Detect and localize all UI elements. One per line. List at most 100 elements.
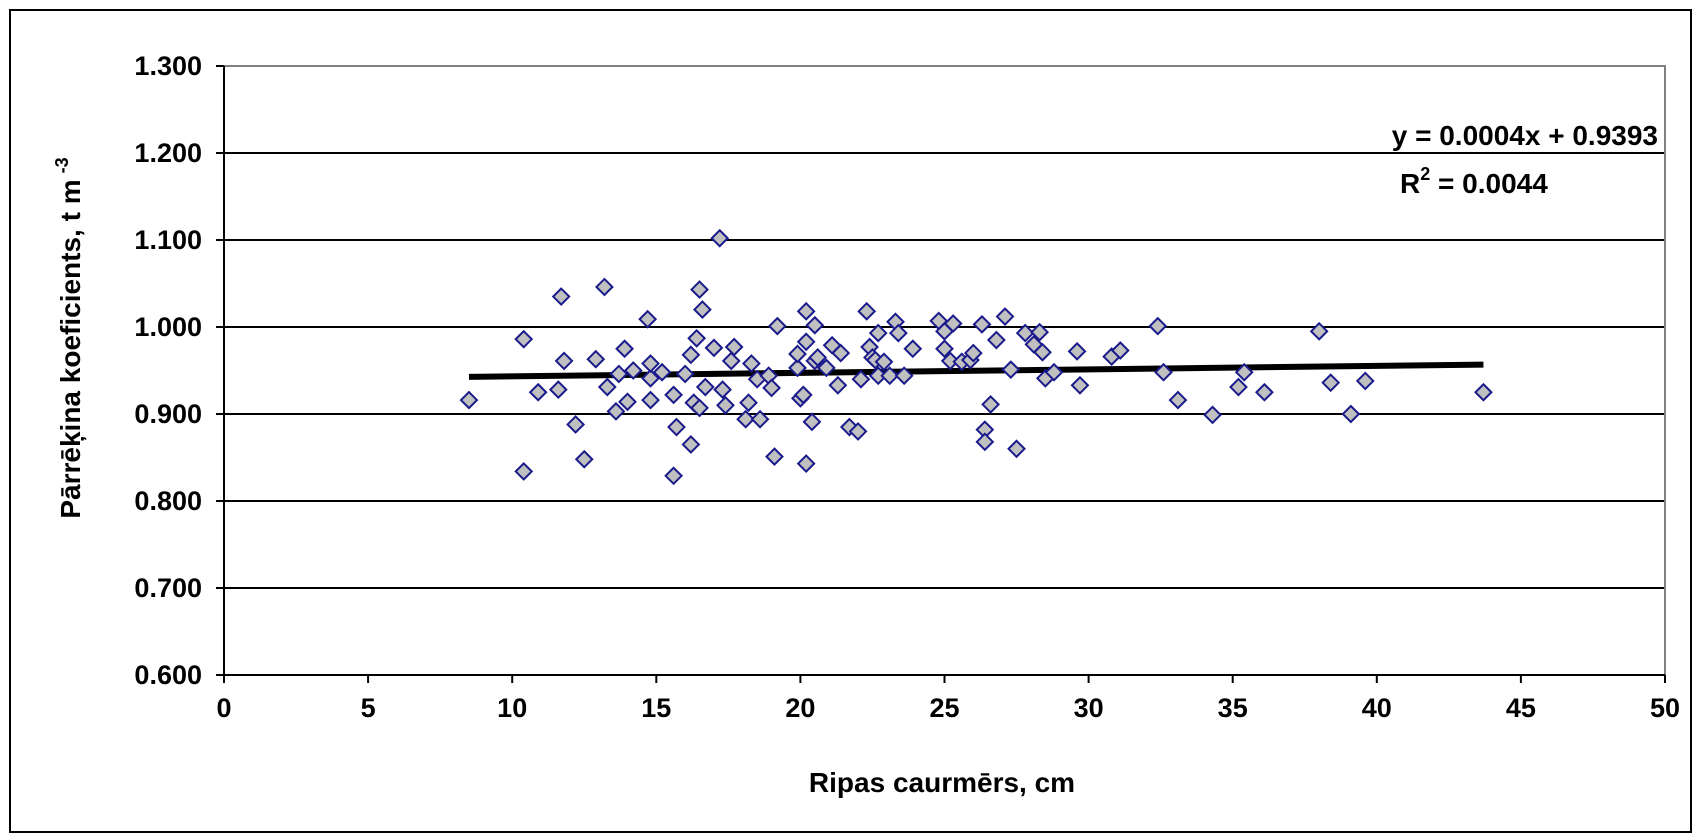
data-point [528,382,548,402]
data-point [788,344,807,364]
data-point [652,362,672,382]
data-point [816,358,836,378]
data-point [664,385,684,405]
data-points [459,228,1493,486]
y-tick-label: 1.300 [134,51,202,81]
data-point [566,415,586,434]
data-point [788,358,807,378]
data-point [641,390,660,410]
y-tick-label: 0.900 [134,399,202,429]
data-point [641,354,660,373]
data-point [1015,323,1035,343]
data-point [695,377,715,397]
data-point [972,314,992,334]
data-point [851,369,871,389]
data-point [681,345,701,365]
data-point [1148,316,1168,336]
data-point [1474,382,1493,402]
data-point [805,315,825,335]
x-tick-label: 5 [361,693,376,723]
data-point [1309,321,1329,341]
x-tick-label: 0 [216,693,231,723]
data-point [903,339,923,359]
data-point [828,375,848,395]
data-point [595,277,614,297]
x-tick-label: 20 [785,693,815,723]
data-point [1070,375,1090,395]
data-point [736,409,756,429]
x-tick-label: 40 [1362,693,1392,723]
data-point [868,323,888,343]
data-point [664,466,684,486]
data-point [935,339,954,359]
data-point [724,337,744,357]
data-point [831,343,851,363]
data-point [880,366,900,386]
data-point [690,398,709,418]
x-tick-label: 45 [1506,693,1536,723]
data-point [692,300,712,320]
data-point [574,449,594,469]
data-point [713,380,733,400]
data-point [1341,404,1361,424]
data-point [514,329,534,349]
data-point [551,287,571,306]
data-point [609,364,629,384]
x-tick-label: 15 [641,693,671,723]
tick-labels: 0.600 0.700 0.800 0.900 1.000 1.100 1.200 1.300… [134,51,1680,723]
data-point [1154,362,1173,382]
x-tick-label: 50 [1650,693,1680,723]
data-point [1030,322,1050,342]
y-tick-label: 1.200 [134,138,202,168]
data-point [704,338,724,358]
data-point [796,454,816,474]
data-point [687,328,707,348]
data-point [888,323,908,343]
data-point [1254,382,1274,402]
data-point [739,393,758,413]
data-point [848,421,868,441]
data-point [716,395,735,415]
data-point [1321,373,1341,393]
data-point [690,280,709,300]
x-tick-label: 35 [1218,693,1248,723]
y-tick-label: 0.700 [134,573,202,603]
data-point [710,228,730,248]
data-point [750,409,770,429]
data-point [618,392,637,412]
x-tick-label: 10 [497,693,527,723]
x-axis-title: Ripas caurmērs, cm [809,767,1075,798]
data-point [681,435,701,454]
trendline-equation: y = 0.0004x + 0.9393 [1392,120,1658,151]
data-point [514,462,534,481]
axes [216,65,1666,683]
data-point [667,417,686,437]
data-point [1001,360,1021,380]
data-point [1229,377,1248,397]
data-point [981,395,1001,414]
data-point [874,352,894,372]
y-axis-title: Pārrēķina koeficients, t m-3 [52,157,86,518]
r-squared-label: R2 = 0.0044 [1400,164,1548,199]
y-tick-label: 0.600 [134,660,202,690]
data-point [721,351,741,371]
data-point [796,332,816,352]
data-point [741,354,761,373]
data-point [995,307,1015,326]
data-point [940,351,960,371]
data-point [943,314,963,333]
data-point [793,385,813,405]
y-tick-label: 0.800 [134,486,202,516]
y-tick-label: 1.100 [134,225,202,255]
data-point [606,401,626,421]
data-point [975,432,995,452]
data-point [1044,362,1064,382]
data-point [638,309,658,329]
data-point [765,447,784,467]
data-point [1007,439,1026,459]
data-point [675,364,695,384]
data-point [802,412,822,432]
data-point [1234,362,1254,382]
data-point [762,378,781,398]
